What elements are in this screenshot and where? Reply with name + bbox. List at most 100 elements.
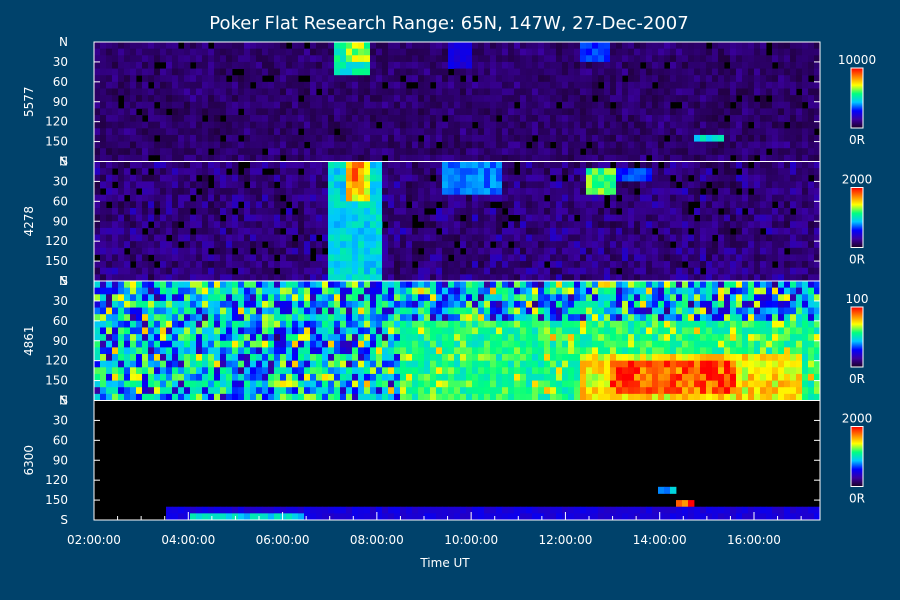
- heatmap-cell: [394, 168, 401, 176]
- heatmap-cell: [400, 174, 407, 182]
- heatmap-cell: [310, 340, 317, 348]
- heatmap-cell: [406, 101, 413, 109]
- heatmap-cell: [274, 207, 281, 216]
- heatmap-cell: [754, 234, 761, 242]
- heatmap-cell: [562, 141, 569, 149]
- heatmap-cell: [400, 148, 407, 156]
- heatmap-cell: [526, 161, 533, 169]
- heatmap-cell: [292, 68, 299, 76]
- heatmap-cell: [118, 274, 125, 282]
- heatmap-cell: [298, 287, 305, 295]
- heatmap-cell: [280, 320, 287, 328]
- heatmap-cell: [700, 95, 707, 103]
- heatmap-cell: [634, 241, 641, 249]
- heatmap-cell: [262, 81, 269, 89]
- heatmap-cell: [676, 68, 683, 76]
- heatmap-cell: [514, 247, 521, 255]
- heatmap-cell: [580, 141, 587, 149]
- heatmap-cell: [508, 55, 515, 63]
- heatmap-cell: [382, 207, 389, 216]
- heatmap-cell: [790, 141, 797, 149]
- heatmap-cell: [352, 121, 359, 129]
- heatmap-cell: [706, 134, 713, 142]
- heatmap-cell: [502, 148, 509, 156]
- heatmap-cell: [670, 214, 677, 222]
- heatmap-cell: [250, 274, 257, 282]
- heatmap-cell: [802, 168, 809, 176]
- heatmap-cell: [574, 174, 581, 182]
- heatmap-cell: [478, 141, 485, 149]
- heatmap-cell: [160, 334, 167, 342]
- heatmap-cell: [622, 254, 629, 262]
- heatmap-cell: [124, 108, 131, 116]
- heatmap-cell: [94, 88, 101, 96]
- heatmap-cell: [640, 141, 647, 149]
- heatmap-cell: [226, 194, 233, 202]
- heatmap-cell: [784, 101, 791, 109]
- heatmap-cell: [298, 81, 305, 89]
- heatmap-cell: [214, 247, 221, 255]
- heatmap-cell: [256, 347, 263, 355]
- heatmap-cell: [502, 115, 509, 123]
- heatmap-cell: [172, 161, 179, 169]
- heatmap-cell: [262, 354, 269, 362]
- heatmap-cell: [496, 241, 503, 249]
- heatmap-cell: [364, 174, 371, 182]
- heatmap-cell: [136, 380, 143, 388]
- heatmap-cell: [562, 161, 569, 169]
- heatmap-cell: [388, 108, 395, 116]
- heatmap-cell: [622, 68, 629, 76]
- heatmap-cell: [592, 48, 599, 56]
- heatmap-cell: [160, 88, 167, 96]
- heatmap-cell: [100, 68, 107, 76]
- heatmap-cell: [442, 221, 449, 229]
- heatmap-cell: [238, 234, 245, 242]
- heatmap-cell: [688, 221, 695, 229]
- heatmap-cell: [670, 221, 677, 229]
- heatmap-cell: [472, 101, 479, 109]
- heatmap-cell: [784, 168, 791, 176]
- heatmap-cell: [196, 168, 203, 176]
- heatmap-cell: [286, 207, 293, 216]
- heatmap-cell: [208, 314, 215, 322]
- heatmap-cell: [718, 221, 725, 229]
- heatmap-cell: [208, 214, 215, 222]
- heatmap-cell: [484, 207, 491, 216]
- heatmap-cell: [118, 234, 125, 242]
- heatmap-cell: [772, 42, 779, 50]
- heatmap-cell: [328, 393, 335, 401]
- heatmap-cell: [304, 281, 311, 289]
- heatmap-cell: [286, 115, 293, 123]
- heatmap-cell: [796, 261, 803, 269]
- heatmap-cell: [154, 128, 161, 136]
- heatmap-cell: [124, 387, 131, 395]
- heatmap-cell: [550, 128, 557, 136]
- heatmap-cell: [556, 168, 563, 176]
- heatmap-cell: [814, 181, 821, 189]
- heatmap-cell: [736, 81, 743, 89]
- heatmap-cell: [802, 214, 809, 222]
- heatmap-cell: [136, 354, 143, 362]
- heatmap-cell: [496, 194, 503, 202]
- heatmap-cell: [628, 274, 635, 282]
- heatmap-cell: [454, 75, 461, 83]
- heatmap-cell: [172, 294, 179, 302]
- heatmap-cell: [736, 115, 743, 123]
- heatmap-cell: [124, 373, 131, 381]
- heatmap-cell: [412, 227, 419, 235]
- heatmap-cell: [94, 307, 101, 315]
- heatmap-cell: [610, 214, 617, 222]
- heatmap-cell: [184, 75, 191, 83]
- heatmap-cell: [424, 134, 431, 142]
- heatmap-cell: [424, 101, 431, 109]
- heatmap-cell: [328, 241, 335, 249]
- y-tick-label: 150: [45, 254, 68, 268]
- heatmap-cell: [814, 221, 821, 229]
- heatmap-cell: [382, 247, 389, 255]
- heatmap-cell: [712, 88, 719, 96]
- heatmap-cell: [256, 154, 263, 162]
- heatmap-cell: [220, 68, 227, 76]
- heatmap-cell: [562, 168, 569, 176]
- heatmap-cell: [202, 373, 209, 381]
